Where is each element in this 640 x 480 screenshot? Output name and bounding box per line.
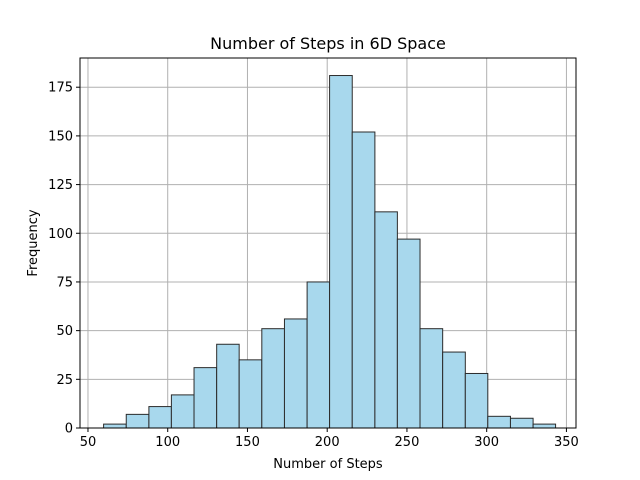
x-tick-label: 250 bbox=[395, 435, 420, 450]
histogram-bars bbox=[103, 75, 557, 429]
y-axis-ticks: 0 25 50 75 100 125 150 175 bbox=[48, 81, 80, 437]
x-axis-ticks: 50 100 150 200 250 300 350 bbox=[80, 428, 579, 450]
y-tick-label: 0 bbox=[65, 422, 73, 437]
histogram-bar-10 bbox=[306, 281, 331, 429]
histogram-bar-13 bbox=[374, 211, 398, 429]
x-tick-label: 300 bbox=[474, 435, 499, 450]
y-tick-label: 25 bbox=[56, 373, 73, 388]
y-tick-label: 150 bbox=[48, 129, 73, 144]
histogram-bar-5 bbox=[193, 367, 218, 429]
y-tick-label: 50 bbox=[56, 324, 73, 339]
histogram-bar-7 bbox=[238, 359, 263, 429]
x-tick-label: 200 bbox=[315, 435, 340, 450]
histogram-bar-6 bbox=[216, 343, 240, 429]
histogram-bar-3 bbox=[148, 406, 172, 429]
x-axis-label: Number of Steps bbox=[273, 457, 383, 472]
histogram-bar-2 bbox=[125, 413, 150, 429]
histogram-bar-11 bbox=[329, 75, 353, 429]
histogram-bar-14 bbox=[396, 238, 421, 429]
y-axis-label: Frequency bbox=[26, 209, 41, 276]
histogram-bar-16 bbox=[442, 351, 466, 429]
y-tick-label: 175 bbox=[48, 81, 73, 96]
histogram-bar-19 bbox=[509, 417, 534, 429]
histogram-bar-1 bbox=[103, 423, 127, 429]
y-tick-label: 100 bbox=[48, 227, 73, 242]
y-tick-label: 125 bbox=[48, 178, 73, 193]
histogram-bar-9 bbox=[283, 318, 308, 429]
histogram-bar-20 bbox=[532, 423, 557, 429]
x-tick-label: 50 bbox=[80, 435, 97, 450]
histogram-bar-17 bbox=[464, 372, 489, 429]
histogram-bar-4 bbox=[170, 394, 195, 429]
chart-title: Number of Steps in 6D Space bbox=[210, 34, 446, 53]
y-tick-label: 75 bbox=[56, 275, 73, 290]
histogram-bar-8 bbox=[261, 328, 285, 429]
plot-frame bbox=[79, 57, 577, 429]
x-tick-label: 100 bbox=[155, 435, 180, 450]
x-tick-label: 150 bbox=[235, 435, 260, 450]
x-tick-label: 350 bbox=[554, 435, 579, 450]
histogram-bar-18 bbox=[487, 415, 511, 429]
histogram-bar-12 bbox=[351, 131, 376, 429]
histogram-bar-15 bbox=[419, 328, 444, 429]
